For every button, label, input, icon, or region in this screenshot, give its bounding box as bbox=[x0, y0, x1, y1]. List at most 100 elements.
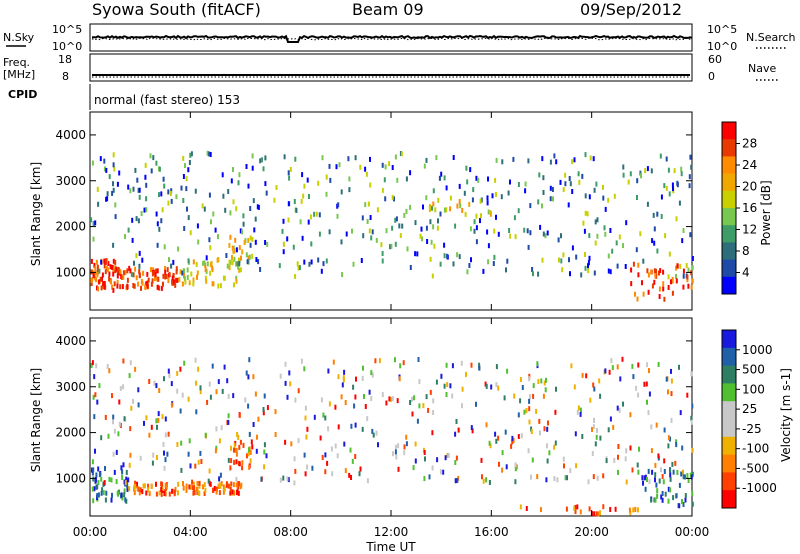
data-point bbox=[318, 212, 321, 218]
data-point bbox=[211, 265, 214, 271]
data-point bbox=[667, 486, 670, 492]
data-point bbox=[497, 385, 500, 391]
data-point bbox=[630, 281, 633, 287]
data-point bbox=[458, 254, 461, 260]
power-ylabel: Slant Range [km] bbox=[29, 162, 43, 266]
data-point bbox=[488, 440, 491, 446]
data-point bbox=[670, 378, 673, 384]
data-point bbox=[138, 187, 141, 193]
data-point bbox=[554, 409, 557, 415]
data-point bbox=[393, 196, 395, 202]
data-point bbox=[152, 267, 155, 273]
data-point bbox=[198, 480, 201, 486]
data-point bbox=[213, 485, 216, 491]
data-point bbox=[328, 229, 331, 235]
data-point bbox=[320, 268, 323, 274]
data-point bbox=[294, 397, 297, 403]
data-point bbox=[618, 234, 621, 240]
colorbar-tick-label: -25 bbox=[742, 422, 762, 436]
data-point bbox=[334, 404, 337, 410]
data-point bbox=[528, 376, 531, 382]
data-point bbox=[252, 198, 255, 204]
data-point bbox=[596, 217, 599, 223]
data-point bbox=[194, 188, 197, 194]
data-point bbox=[636, 462, 639, 468]
colorbar-frame bbox=[721, 329, 737, 509]
data-point bbox=[678, 200, 681, 206]
data-point bbox=[300, 198, 303, 204]
data-point bbox=[581, 434, 584, 439]
data-point bbox=[478, 365, 481, 371]
data-point bbox=[394, 241, 397, 247]
data-point bbox=[236, 431, 239, 437]
nsky-tick-top: 10^5 bbox=[52, 23, 82, 36]
data-point bbox=[668, 251, 671, 257]
data-point bbox=[470, 257, 472, 263]
data-point bbox=[219, 472, 222, 478]
data-point bbox=[679, 263, 682, 269]
data-point bbox=[290, 441, 293, 447]
data-point bbox=[395, 454, 398, 460]
data-point bbox=[189, 230, 192, 236]
data-point bbox=[607, 427, 610, 433]
data-point bbox=[445, 185, 448, 191]
data-point bbox=[402, 360, 405, 366]
data-point bbox=[604, 206, 607, 212]
data-point bbox=[208, 468, 211, 474]
data-point bbox=[371, 428, 374, 434]
data-point bbox=[256, 434, 258, 440]
nave-tick-top: 60 bbox=[708, 53, 722, 66]
data-point bbox=[103, 284, 106, 290]
data-point bbox=[306, 464, 309, 470]
data-point bbox=[162, 176, 165, 182]
data-point bbox=[667, 498, 670, 504]
data-point bbox=[374, 358, 377, 364]
data-point bbox=[254, 239, 257, 245]
data-point bbox=[396, 177, 399, 183]
data-point bbox=[334, 443, 337, 449]
data-point bbox=[517, 182, 520, 187]
data-point bbox=[108, 476, 111, 482]
data-point bbox=[686, 274, 689, 280]
data-point bbox=[394, 154, 397, 160]
data-point bbox=[567, 202, 570, 208]
data-point bbox=[690, 419, 693, 425]
data-point bbox=[208, 237, 211, 243]
data-point bbox=[638, 446, 640, 452]
data-point bbox=[609, 416, 612, 422]
data-point bbox=[168, 272, 171, 278]
data-point bbox=[91, 360, 94, 366]
data-point bbox=[126, 268, 129, 274]
data-point bbox=[414, 251, 417, 257]
data-point bbox=[639, 170, 642, 176]
data-point bbox=[538, 172, 541, 178]
data-point bbox=[637, 469, 640, 475]
data-point bbox=[688, 174, 691, 180]
data-point bbox=[609, 269, 612, 275]
data-point bbox=[329, 177, 332, 183]
data-point bbox=[303, 183, 306, 189]
data-point bbox=[145, 281, 148, 286]
data-point bbox=[636, 195, 638, 200]
data-point bbox=[193, 485, 195, 491]
data-point bbox=[135, 216, 138, 222]
data-point bbox=[151, 278, 154, 284]
data-point bbox=[230, 458, 233, 464]
data-point bbox=[406, 246, 409, 252]
data-point bbox=[495, 157, 498, 163]
data-point bbox=[375, 237, 378, 243]
data-point bbox=[421, 236, 423, 242]
data-point bbox=[564, 181, 567, 187]
data-point bbox=[521, 385, 524, 390]
data-point bbox=[656, 211, 659, 217]
data-point bbox=[153, 380, 156, 386]
data-point bbox=[278, 263, 281, 269]
data-point bbox=[231, 255, 233, 260]
data-point bbox=[228, 259, 231, 265]
data-point bbox=[396, 398, 399, 404]
station-title: Syowa South (fitACF) bbox=[92, 0, 261, 19]
data-point bbox=[94, 448, 96, 454]
data-point bbox=[132, 272, 135, 278]
data-point bbox=[103, 263, 106, 269]
data-point bbox=[157, 417, 160, 423]
